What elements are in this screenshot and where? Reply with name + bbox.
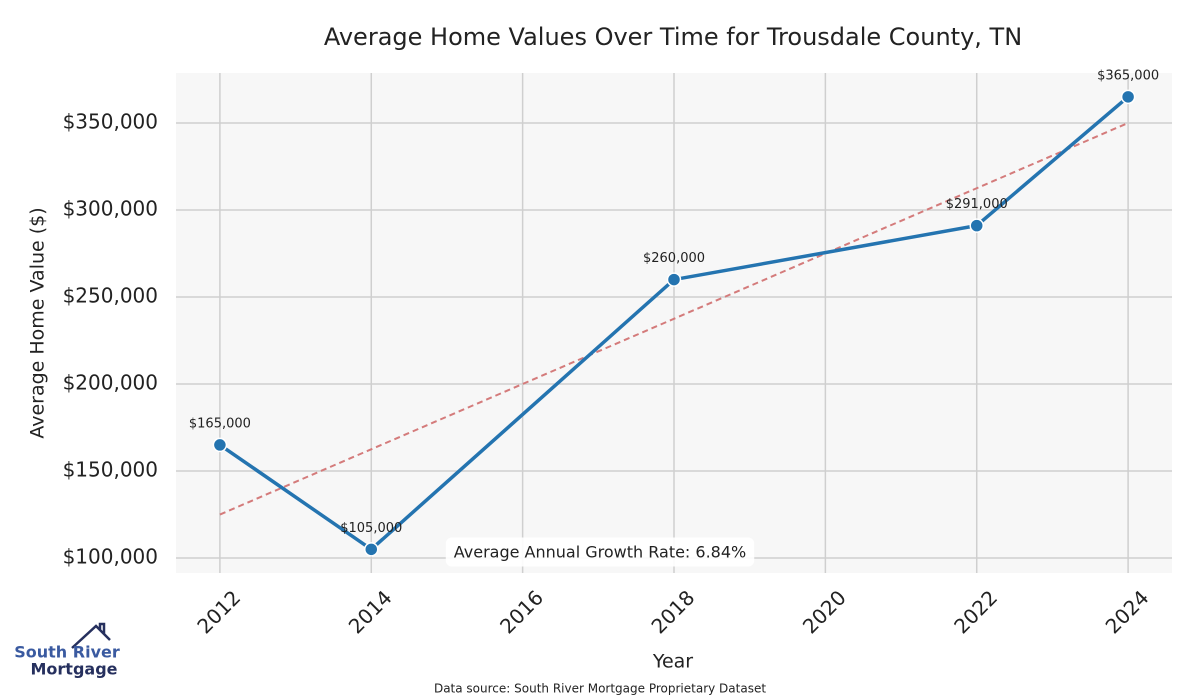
data-label: $260,000	[643, 251, 705, 266]
x-tick-label: 2016	[495, 585, 548, 638]
grid	[176, 73, 1172, 573]
x-tick-label: 2020	[798, 585, 851, 638]
data-point	[969, 218, 984, 233]
data-label: $165,000	[189, 416, 251, 431]
data-point	[666, 272, 682, 287]
y-tick-label: $150,000	[63, 458, 158, 482]
chart-title: Average Home Values Over Time for Trousd…	[324, 23, 1022, 51]
logo-house	[71, 622, 111, 649]
y-tick-label: $200,000	[63, 370, 158, 394]
x-tick-label: 2022	[949, 585, 1002, 638]
x-axis-label: Year	[652, 651, 693, 673]
data-label: $105,000	[340, 521, 402, 536]
y-tick-label: $300,000	[63, 196, 158, 220]
logo-text: Mortgage	[30, 660, 117, 679]
data-label: $365,000	[1097, 68, 1159, 83]
annotation-box	[445, 537, 755, 567]
logo-text: South River	[14, 643, 120, 662]
y-tick-label: $250,000	[63, 283, 158, 307]
y-tick-label: $100,000	[63, 545, 158, 569]
x-tick-label: 2012	[192, 585, 245, 638]
x-tick-label: 2018	[646, 585, 699, 638]
y-axis-label: Average Home Value ($)	[27, 207, 49, 438]
data-point	[1120, 89, 1136, 105]
data-point	[364, 542, 379, 557]
y-tick-label: $350,000	[63, 109, 158, 133]
data-point	[212, 437, 228, 453]
data-label: $291,000	[946, 197, 1008, 212]
source-note: Data source: South River Mortgage Propri…	[434, 682, 766, 696]
x-tick-label: 2024	[1101, 585, 1154, 638]
x-tick-label: 2014	[344, 585, 397, 638]
logo: South River Mortgage	[14, 622, 120, 679]
trend-line	[219, 122, 1129, 516]
annotation: Average Annual Growth Rate: 6.84%	[454, 543, 746, 562]
